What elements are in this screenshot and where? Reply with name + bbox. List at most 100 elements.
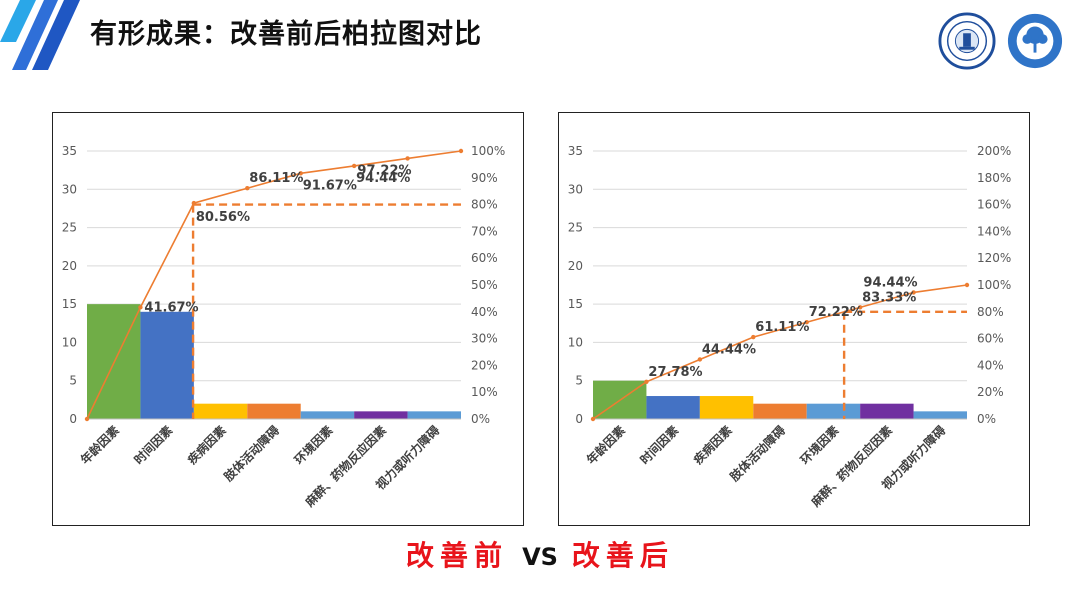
caption-before: 改善前 [406, 539, 509, 572]
school-seal-logo [938, 12, 996, 70]
y2-tick-label: 0% [471, 412, 490, 426]
cumulative-label-1: 41.67% [144, 300, 198, 315]
cumulative-label-4: 91.67% [303, 178, 357, 193]
y2-tick-label: 90% [471, 171, 498, 185]
y2-tick-label: 80% [471, 198, 498, 212]
cumulative-point-4 [804, 320, 809, 325]
cumulative-label-2: 80.56% [196, 210, 250, 225]
y2-tick-label: 60% [977, 332, 1004, 346]
y2-tick-label: 60% [471, 251, 498, 265]
bar-2 [646, 396, 700, 419]
bar-4 [753, 403, 807, 419]
pareto-chart-before: 0 5 10 15 20 25 30 35 0% 10% 20% 30% 40% 50% 60% 70% 80%… [62, 144, 506, 510]
y2-tick-label: 200% [977, 144, 1011, 158]
bar-7 [913, 411, 967, 419]
bar-7 [407, 411, 461, 419]
caption-after: 改善后 [571, 539, 674, 572]
y2-tick-label: 140% [977, 224, 1011, 238]
y2-tick-label: 0% [977, 412, 996, 426]
category-label: 肢体活动障碍 [727, 423, 789, 485]
bar-4 [247, 403, 301, 419]
category-label: 环境因素 [797, 423, 842, 468]
y-tick-label: 10 [568, 335, 583, 349]
y-tick-label: 25 [62, 221, 77, 235]
cumulative-point-6 [405, 156, 410, 161]
y2-tick-label: 80% [977, 305, 1004, 319]
y-tick-label: 20 [568, 259, 583, 273]
cumulative-point-0 [84, 416, 90, 422]
cumulative-point-3 [751, 334, 756, 340]
category-label: 时间因素 [131, 423, 176, 468]
y2-tick-label: 10% [471, 385, 498, 399]
y2-tick-label: 120% [977, 251, 1011, 265]
bar-5 [806, 403, 861, 419]
cumulative-point-2 [697, 357, 703, 362]
y2-tick-label: 20% [977, 385, 1004, 399]
chart-after-frame: 0 5 10 15 20 25 30 35 0% 20% 40% 60% 80% 100% 120% 140%… [558, 112, 1030, 526]
y-tick-label: 15 [568, 297, 583, 311]
y-tick-label: 20 [62, 259, 77, 273]
cumulative-label-3: 61.11% [755, 320, 809, 335]
y2-tick-label: 50% [471, 278, 498, 292]
chart-before-frame: 0 5 10 15 20 25 30 35 0% 10% 20% 30% 40% 50% 60% 70% 80%… [52, 112, 524, 526]
cumulative-label-1: 27.78% [648, 365, 702, 380]
category-label: 时间因素 [637, 423, 682, 468]
y2-tick-label: 20% [471, 358, 498, 372]
caption-vs: VS [522, 543, 558, 571]
cumulative-point-1 [138, 305, 143, 310]
cumulative-label-3: 86.11% [249, 171, 303, 186]
y-tick-label: 0 [69, 412, 77, 426]
cumulative-point-7 [964, 282, 970, 288]
bar-3 [193, 403, 248, 419]
y-tick-label: 0 [575, 412, 583, 426]
y-tick-label: 30 [568, 182, 583, 196]
y2-tick-label: 40% [977, 358, 1004, 372]
y-tick-label: 35 [568, 144, 583, 158]
dark-stripe-1 [12, 0, 58, 70]
category-label: 疾病因素 [184, 423, 229, 468]
bar-6 [354, 411, 408, 419]
y2-tick-label: 100% [471, 144, 505, 158]
y-tick-label: 15 [62, 297, 77, 311]
dark-stripe-2 [32, 0, 80, 70]
comparison-caption: 改善前 VS 改善后 [0, 534, 1080, 574]
cumulative-point-3 [245, 186, 250, 191]
cumulative-label-5: 83.33% [862, 290, 916, 305]
cumulative-line [86, 150, 462, 420]
bar-6 [860, 403, 914, 419]
y2-tick-label: 160% [977, 198, 1011, 212]
cumulative-label-6: 94.44% [863, 275, 917, 290]
y-tick-label: 5 [575, 374, 583, 388]
category-label: 环境因素 [291, 423, 336, 468]
y2-tick-label: 30% [471, 332, 498, 346]
y2-tick-label: 40% [471, 305, 498, 319]
y-tick-label: 25 [568, 221, 583, 235]
bar-2 [140, 311, 194, 419]
y-tick-label: 5 [69, 374, 77, 388]
page-title: 有形成果：改善前后柏拉图对比 [90, 19, 482, 50]
header-stripes-decoration [0, 0, 80, 70]
light-stripe [0, 0, 36, 42]
y2-tick-label: 180% [977, 171, 1011, 185]
cumulative-point-1 [644, 379, 649, 384]
hospital-tree-logo [1007, 13, 1063, 69]
y-tick-label: 30 [62, 182, 77, 196]
cumulative-label-5: 94.44% [356, 171, 410, 186]
y-tick-label: 35 [62, 144, 77, 158]
bar-3 [699, 396, 754, 419]
cumulative-label-4: 72.22% [809, 305, 863, 320]
cumulative-label-2: 44.44% [702, 342, 756, 357]
cumulative-label-6: 97.22% [357, 163, 411, 178]
cumulative-point-4 [298, 171, 303, 176]
cumulative-point-5 [351, 163, 357, 169]
y2-tick-label: 100% [977, 278, 1011, 292]
cumulative-point-6 [911, 290, 916, 295]
category-label: 年龄因素 [77, 423, 122, 468]
y2-tick-label: 70% [471, 224, 498, 238]
category-label: 疾病因素 [690, 423, 735, 468]
category-label: 年龄因素 [583, 423, 628, 468]
y-tick-label: 10 [62, 335, 77, 349]
cumulative-point-5 [857, 305, 863, 310]
category-label: 肢体活动障碍 [221, 423, 283, 485]
pareto-chart-after: 0 5 10 15 20 25 30 35 0% 20% 40% 60% 80% 100% 120% 140%… [568, 144, 1012, 510]
